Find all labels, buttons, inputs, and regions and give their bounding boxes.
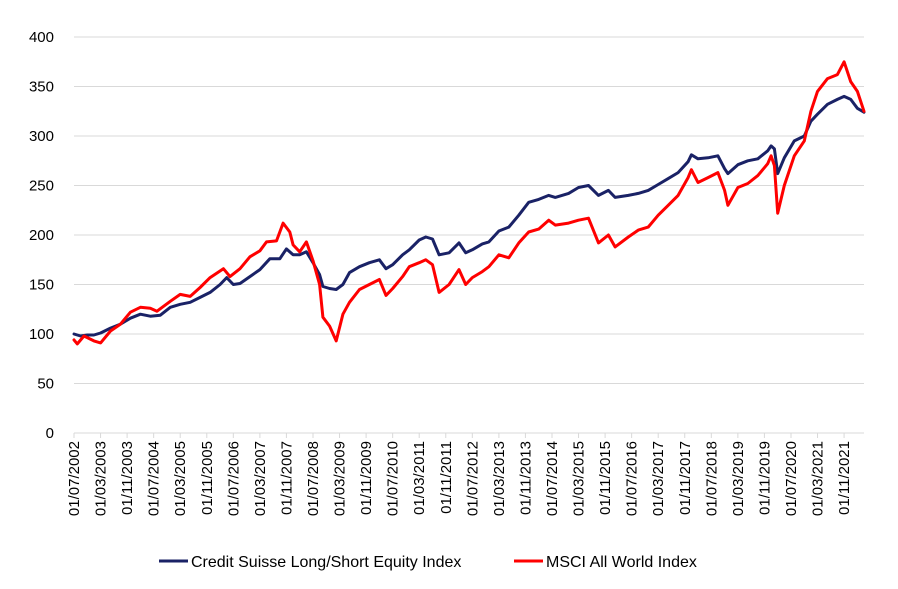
y-tick-label: 100: [29, 326, 54, 343]
x-tick-label: 01/03/2013: [491, 441, 508, 516]
y-axis: 0 50 100 150 200 250 300 350 400: [29, 29, 54, 442]
x-tick-label: 01/03/2005: [172, 441, 189, 516]
x-tick-label: 01/07/2010: [385, 441, 402, 516]
x-tick-label: 01/07/2016: [624, 441, 641, 516]
x-tick-label: 01/03/2011: [411, 441, 428, 515]
x-tick-label: 01/07/2020: [783, 441, 800, 516]
x-tick-label: 01/03/2007: [252, 441, 269, 516]
x-tick-label: 01/11/2003: [119, 441, 136, 515]
x-tick-label: 01/07/2008: [305, 441, 322, 516]
x-tick-label: 01/07/2012: [464, 441, 481, 516]
x-tick-label: 01/03/2019: [730, 441, 747, 516]
legend: Credit Suisse Long/Short Equity Index MS…: [159, 554, 697, 571]
y-tick-label: 400: [29, 29, 54, 46]
y-tick-label: 300: [29, 128, 54, 145]
x-axis: 01/07/2002 01/03/2003 01/11/2003 01/07/2004…: [66, 432, 864, 516]
x-tick-label: 01/07/2002: [66, 441, 83, 516]
x-tick-label: 01/11/2019: [756, 441, 773, 515]
x-tick-label: 01/07/2004: [146, 441, 163, 516]
x-tick-label: 01/07/2006: [225, 441, 242, 516]
series-line-0: [72, 94, 866, 338]
x-tick-label: 01/11/2009: [358, 441, 375, 515]
y-tick-label: 150: [29, 277, 54, 294]
x-tick-label: 01/03/2017: [650, 441, 667, 516]
x-tick-label: 01/03/2009: [332, 441, 349, 516]
x-tick-label: 01/11/2011: [438, 441, 455, 514]
x-tick-label: 01/11/2021: [836, 441, 853, 515]
grid-lines: [74, 36, 864, 384]
x-tick-label: 01/11/2007: [278, 441, 295, 515]
x-tick-label: 01/11/2013: [517, 441, 534, 515]
y-tick-label: 250: [29, 178, 54, 195]
x-tick-label: 01/11/2015: [597, 441, 614, 515]
x-tick-label: 01/03/2003: [93, 441, 110, 516]
series-line-1: [72, 60, 866, 346]
legend-label-msci: MSCI All World Index: [546, 554, 697, 571]
legend-label-credit-suisse: Credit Suisse Long/Short Equity Index: [191, 554, 461, 571]
x-tick-label: 01/11/2017: [677, 441, 694, 515]
x-tick-label: 01/03/2021: [810, 441, 827, 516]
x-tick-label: 01/07/2018: [703, 441, 720, 516]
series-lines: [72, 60, 866, 346]
x-tick-label: 01/03/2015: [571, 441, 588, 516]
y-tick-label: 200: [29, 227, 54, 244]
y-tick-label: 50: [37, 376, 54, 393]
y-tick-label: 0: [46, 425, 54, 442]
y-tick-label: 350: [29, 79, 54, 96]
x-tick-label: 01/11/2005: [199, 441, 216, 515]
x-tick-label: 01/07/2014: [544, 441, 561, 516]
